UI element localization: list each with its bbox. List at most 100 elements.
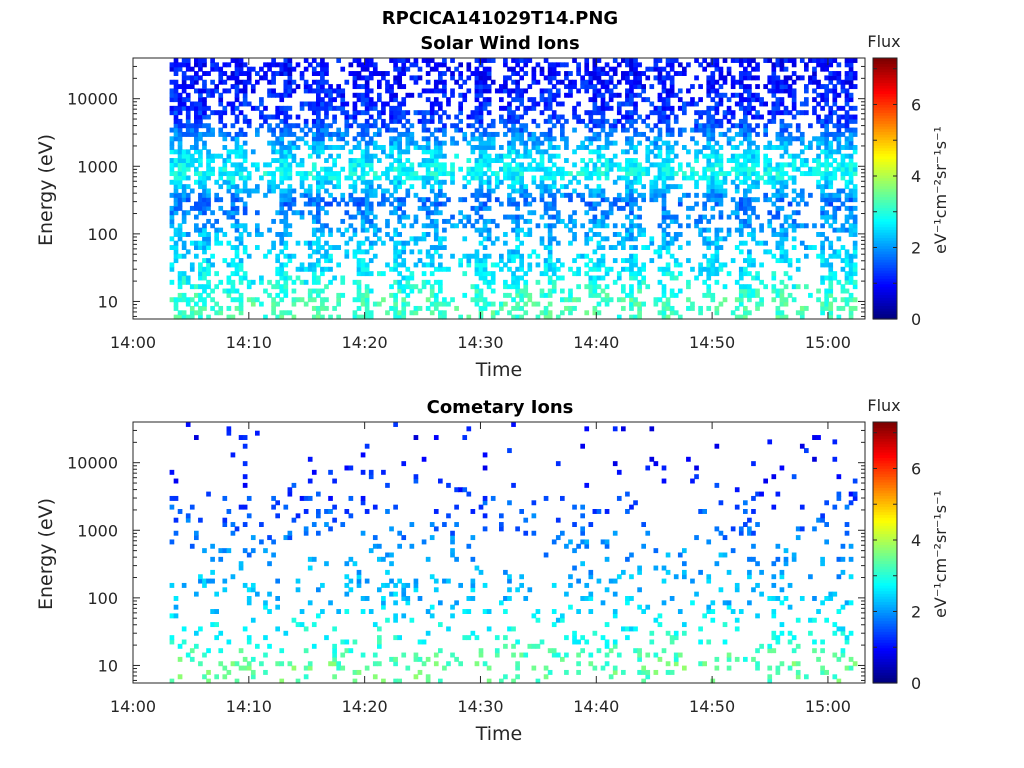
- spectrogram-cell: [311, 166, 317, 172]
- spectrogram-cell: [669, 175, 675, 181]
- spectrogram-cell: [234, 145, 240, 150]
- spectrogram-cell: [852, 245, 858, 250]
- spectrogram-cell: [852, 297, 858, 303]
- spectrogram-cell: [316, 214, 321, 220]
- spectrogram-cell: [755, 131, 760, 137]
- spectrogram-cell: [372, 171, 378, 177]
- spectrogram-cell: [621, 284, 626, 290]
- spectrogram-cell: [470, 175, 476, 181]
- spectrogram-cell: [332, 648, 337, 654]
- spectrogram-cell: [706, 118, 712, 124]
- spectrogram-cell: [356, 249, 362, 255]
- spectrogram-cell: [202, 71, 207, 76]
- spectrogram-cell: [287, 253, 293, 259]
- spectrogram-cell: [531, 210, 537, 216]
- spectrogram-cell: [470, 136, 476, 142]
- spectrogram-cell: [283, 253, 289, 259]
- spectrogram-cell: [621, 197, 626, 203]
- spectrogram-cell: [177, 101, 183, 107]
- spectrogram-cell: [551, 84, 557, 90]
- spectrogram-cell: [779, 245, 785, 250]
- spectrogram-cell: [747, 258, 752, 264]
- spectrogram-cell: [405, 58, 411, 63]
- spectrogram-cell: [816, 232, 821, 237]
- spectrogram-cell: [405, 66, 411, 72]
- spectrogram-cell: [169, 162, 175, 168]
- spectrogram-cell: [177, 232, 183, 237]
- spectrogram-cell: [490, 310, 496, 316]
- spectrogram-cell: [202, 105, 207, 111]
- spectrogram-cell: [189, 105, 195, 111]
- spectrogram-cell: [832, 275, 838, 281]
- spectrogram-cell: [543, 310, 549, 316]
- spectrogram-cell: [791, 114, 797, 120]
- spectrogram-cell: [177, 145, 183, 150]
- spectrogram-cell: [694, 218, 699, 224]
- spectrogram-cell: [539, 158, 545, 163]
- spectrogram-cell: [356, 266, 362, 272]
- spectrogram-cell: [588, 284, 594, 290]
- spectrogram-cell: [747, 171, 752, 177]
- spectrogram-cell: [324, 62, 329, 68]
- spectrogram-cell: [629, 58, 634, 63]
- y-tick-label: 100: [87, 225, 118, 244]
- spectrogram-cell: [682, 175, 687, 181]
- spectrogram-cell: [307, 171, 313, 177]
- spectrogram-cell: [482, 153, 488, 159]
- spectrogram-cell: [454, 123, 459, 129]
- spectrogram-cell: [779, 192, 785, 198]
- spectrogram-cell: [820, 648, 825, 654]
- spectrogram-cell: [389, 145, 394, 150]
- spectrogram-cell: [527, 84, 533, 90]
- spectrogram-cell: [840, 648, 846, 654]
- spectrogram-cell: [751, 153, 756, 159]
- spectrogram-cell: [486, 232, 492, 237]
- spectrogram-cell: [372, 674, 378, 680]
- spectrogram-cell: [600, 97, 606, 103]
- spectrogram-cell: [287, 258, 293, 264]
- spectrogram-cell: [747, 232, 752, 237]
- spectrogram-cell: [730, 75, 736, 81]
- spectrogram-cell: [234, 162, 240, 168]
- spectrogram-cell: [311, 232, 317, 237]
- spectrogram-cell: [665, 271, 671, 277]
- colorbar-swatch: [873, 278, 897, 282]
- spectrogram-cell: [523, 184, 529, 190]
- spectrogram-cell: [287, 275, 293, 281]
- spectrogram-cell: [840, 227, 846, 233]
- spectrogram-cell: [649, 630, 655, 636]
- spectrogram-cell: [503, 279, 508, 285]
- spectrogram-cell: [791, 661, 797, 667]
- spectrogram-cell: [836, 314, 842, 320]
- spectrogram-cell: [393, 661, 398, 667]
- spectrogram-cell: [393, 258, 398, 264]
- spectrogram-cell: [307, 240, 313, 246]
- spectrogram-cell: [279, 110, 285, 116]
- spectrogram-cell: [206, 205, 211, 211]
- spectrogram-cell: [763, 153, 768, 159]
- spectrogram-cell: [287, 149, 293, 155]
- spectrogram-cell: [287, 310, 293, 316]
- spectrogram-cell: [645, 114, 651, 120]
- spectrogram-cell: [535, 253, 541, 259]
- spectrogram-cell: [519, 114, 524, 120]
- spectrogram-cell: [181, 162, 187, 168]
- spectrogram-cell: [433, 210, 439, 216]
- spectrogram-cell: [657, 249, 663, 255]
- spectrogram-cell: [515, 639, 520, 645]
- spectrogram-cell: [226, 158, 232, 163]
- spectrogram-cell: [714, 188, 720, 194]
- spectrogram-cell: [779, 240, 785, 246]
- spectrogram-cell: [848, 214, 854, 220]
- spectrogram-cell: [787, 275, 793, 281]
- spectrogram-cell: [206, 192, 211, 198]
- spectrogram-cell: [503, 232, 508, 237]
- spectrogram-cell: [629, 205, 634, 211]
- spectrogram-cell: [633, 648, 638, 654]
- spectrogram-cell: [177, 656, 183, 662]
- spectrogram-cell: [194, 136, 199, 142]
- spectrogram-cell: [421, 197, 427, 203]
- spectrogram-cell: [316, 275, 321, 281]
- spectrogram-cell: [181, 84, 187, 90]
- spectrogram-cell: [198, 123, 203, 129]
